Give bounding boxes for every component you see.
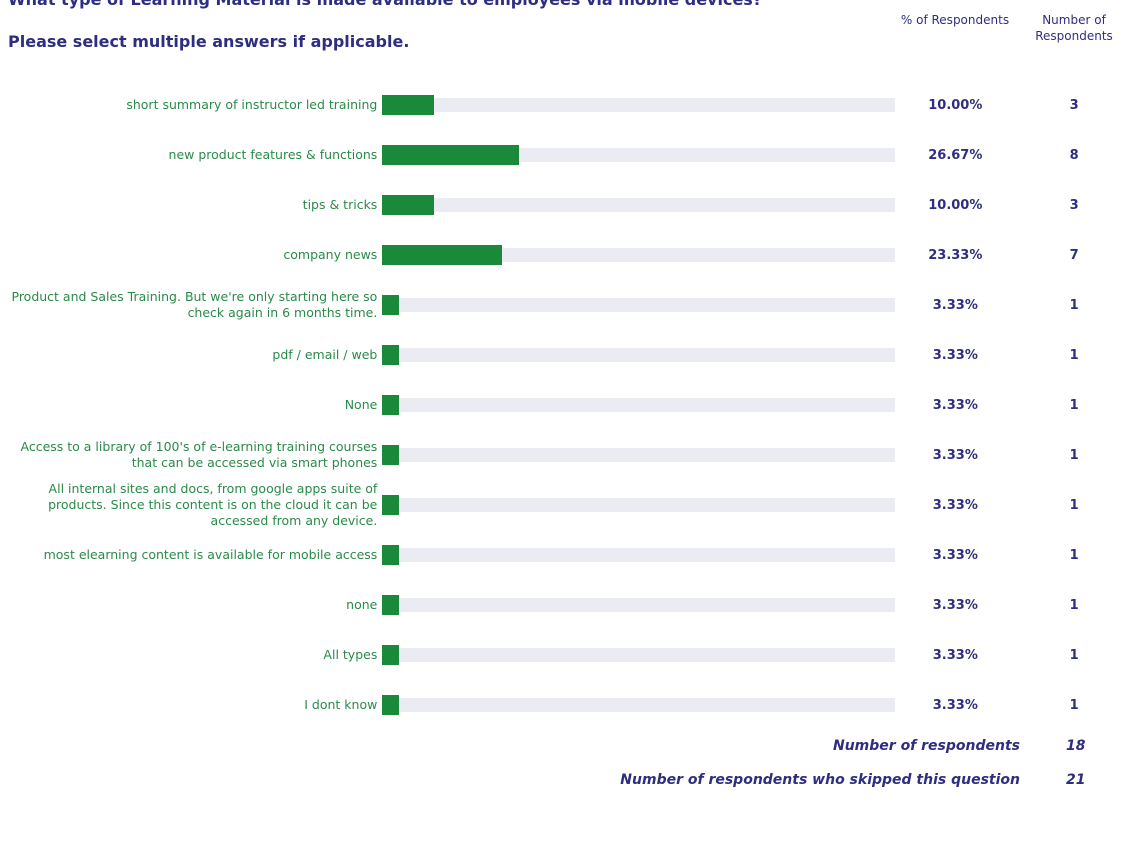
summary-value: 21: [1066, 772, 1086, 788]
category-label: Access to a library of 100's of e-learni…: [20, 439, 378, 470]
value-label: 3.33%: [932, 347, 978, 363]
bar-track: [382, 445, 896, 465]
bar-track: [382, 595, 896, 615]
row: All types 3.33% 1: [0, 630, 1133, 680]
bar-track: [382, 195, 896, 215]
row: company news 23.33% 7: [0, 230, 1133, 280]
category-label: none: [346, 597, 378, 612]
row: Product and Sales Training. But we're on…: [0, 280, 1133, 330]
bar-track: [382, 145, 896, 165]
bar: [382, 195, 434, 215]
bar: [382, 395, 400, 415]
row: most elearning content is available for …: [0, 530, 1133, 580]
bar: [382, 645, 400, 665]
bar: [382, 245, 503, 265]
count-label: 1: [1069, 347, 1079, 363]
bar-track: [382, 295, 896, 315]
value-label: 26.67%: [928, 147, 983, 163]
category-label: short summary of instructor led training: [126, 97, 378, 112]
bar-track: [382, 95, 896, 115]
category-label: All types: [323, 647, 378, 662]
row: tips & tricks 10.00% 3: [0, 180, 1133, 230]
value-label: 10.00%: [928, 197, 983, 213]
row: new product features & functions 26.67% 8: [0, 130, 1133, 180]
bar-track: [382, 395, 896, 415]
value-label: 10.00%: [928, 97, 983, 113]
value-label: 3.33%: [932, 497, 978, 513]
bar: [382, 695, 400, 715]
bar-track: [382, 695, 896, 715]
column-header: Number of Respondents: [1035, 13, 1113, 43]
category-label: I dont know: [304, 697, 378, 712]
category-label: tips & tricks: [302, 197, 378, 212]
category-label: pdf / email / web: [272, 347, 378, 362]
value-label: 3.33%: [932, 647, 978, 663]
value-label: 3.33%: [932, 397, 978, 413]
row: short summary of instructor led training…: [0, 80, 1133, 130]
bar-track: [382, 645, 896, 665]
bar-track: [382, 495, 896, 515]
row: All internal sites and docs, from google…: [0, 480, 1133, 530]
category-label: Product and Sales Training. But we're on…: [11, 289, 378, 320]
summary-label: Number of respondents who skipped this q…: [620, 772, 1020, 788]
count-label: 1: [1069, 647, 1079, 663]
bar: [382, 545, 400, 565]
column-header: % of Respondents: [900, 13, 1010, 27]
row: Access to a library of 100's of e-learni…: [0, 430, 1133, 480]
value-label: 3.33%: [932, 697, 978, 713]
value-label: 3.33%: [932, 547, 978, 563]
count-label: 1: [1069, 697, 1079, 713]
rows: short summary of instructor led training…: [0, 80, 1133, 730]
bar: [382, 595, 400, 615]
count-label: 3: [1069, 97, 1079, 113]
category-label: None: [344, 397, 378, 412]
count-label: 1: [1069, 597, 1079, 613]
category-label: new product features & functions: [168, 147, 378, 162]
bar-track: [382, 545, 896, 565]
count-label: 3: [1069, 197, 1079, 213]
row: none 3.33% 1: [0, 580, 1133, 630]
bar-track: [382, 245, 896, 265]
value-label: 3.33%: [932, 597, 978, 613]
category-label: company news: [283, 247, 378, 262]
chart-subtitle: Please select multiple answers if applic…: [8, 32, 410, 51]
bar: [382, 495, 400, 515]
value-label: 23.33%: [928, 247, 983, 263]
category-label: All internal sites and docs, from google…: [48, 481, 378, 528]
count-label: 1: [1069, 397, 1079, 413]
value-label: 3.33%: [932, 447, 978, 463]
bar: [382, 95, 434, 115]
bar: [382, 445, 400, 465]
bar-track: [382, 345, 896, 365]
bar: [382, 345, 400, 365]
summary-label: Number of respondents: [833, 738, 1020, 754]
chart-title: What type of Learning Material is made a…: [8, 0, 888, 10]
bar: [382, 295, 400, 315]
count-label: 8: [1069, 147, 1079, 163]
count-label: 1: [1069, 547, 1079, 563]
value-label: 3.33%: [932, 297, 978, 313]
count-label: 7: [1069, 247, 1079, 263]
count-label: 1: [1069, 497, 1079, 513]
bar: [382, 145, 520, 165]
count-label: 1: [1069, 297, 1079, 313]
summary-value: 18: [1066, 738, 1086, 754]
row: None 3.33% 1: [0, 380, 1133, 430]
category-label: most elearning content is available for …: [43, 547, 378, 562]
count-label: 1: [1069, 447, 1079, 463]
row: I dont know 3.33% 1: [0, 680, 1133, 730]
row: pdf / email / web 3.33% 1: [0, 330, 1133, 380]
